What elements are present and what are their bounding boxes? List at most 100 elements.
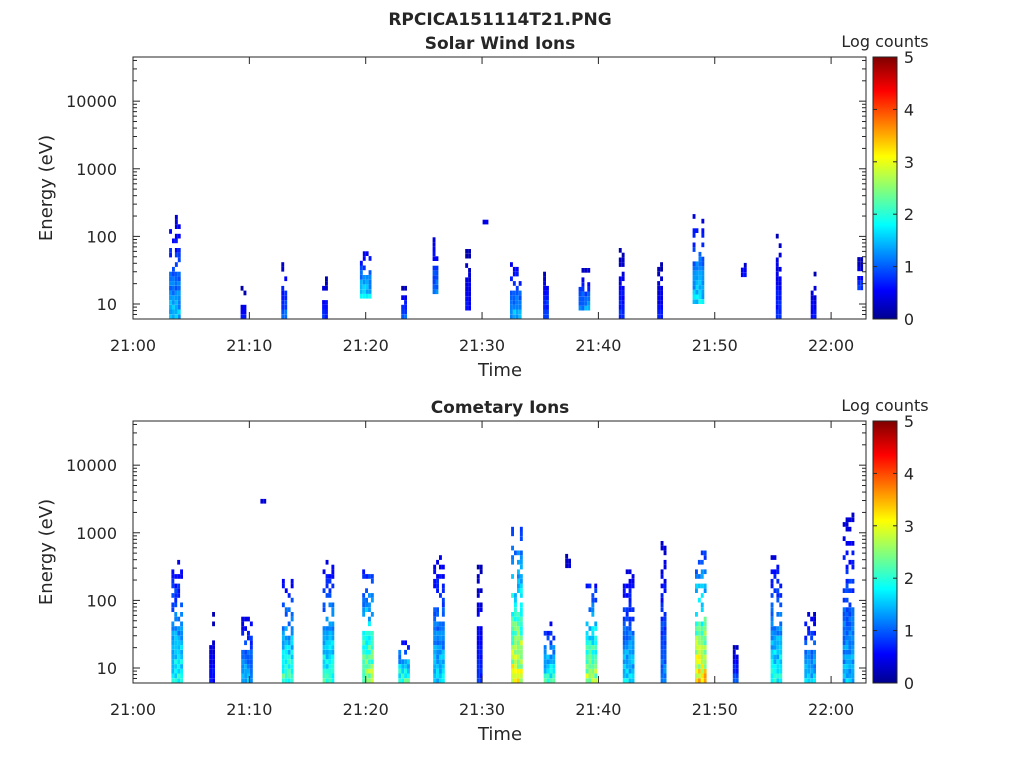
heatmap-cell (398, 678, 402, 683)
heatmap-cell (290, 673, 294, 679)
heatmap-cell (177, 233, 181, 239)
heatmap-cell (281, 630, 285, 636)
heatmap-cell (770, 630, 774, 636)
heatmap-cell (631, 678, 635, 683)
heatmap-cell (857, 257, 861, 262)
heatmap-cell (436, 612, 439, 617)
heatmap-cell (174, 668, 178, 674)
heatmap-cell (546, 295, 549, 300)
heatmap-cell (860, 285, 864, 291)
heatmap-cell (441, 588, 445, 593)
heatmap-cell (807, 654, 811, 660)
heatmap-cell (512, 290, 516, 296)
heatmap-cell (543, 276, 546, 282)
heatmap-cell (370, 597, 374, 603)
heatmap-cell (517, 621, 520, 627)
heatmap-cell (479, 649, 483, 655)
heatmap-cell (778, 290, 782, 296)
heatmap-cell (628, 664, 632, 669)
heatmap-cell (174, 616, 178, 622)
heatmap-cell (770, 635, 774, 641)
heatmap-cell (851, 626, 855, 631)
heatmap-cell (692, 247, 696, 252)
heatmap-cell (543, 281, 546, 286)
heatmap-cell (284, 304, 288, 310)
heatmap-cell (845, 649, 849, 655)
heatmap-cell (776, 668, 780, 674)
heatmap-cell (510, 304, 513, 310)
heatmap-cell (628, 659, 632, 664)
heatmap-cell (322, 635, 326, 641)
heatmap-cell (401, 309, 405, 315)
heatmap-cell (625, 630, 629, 636)
heatmap-cell (546, 664, 550, 669)
heatmap-cell (287, 635, 291, 641)
heatmap-cell (578, 305, 582, 311)
heatmap-cell (169, 285, 172, 291)
heatmap-cell (622, 635, 626, 641)
heatmap-cell (851, 541, 855, 546)
heatmap-cell (436, 578, 439, 584)
heatmap-cell (169, 248, 172, 253)
heatmap-cell (692, 299, 696, 304)
heatmap-cell (511, 630, 514, 636)
heatmap-cell (439, 630, 442, 636)
heatmap-cell (848, 659, 852, 664)
heatmap-cell (441, 612, 445, 617)
heatmap-cell (359, 293, 363, 299)
heatmap-cell (401, 285, 405, 291)
heatmap-cell (698, 285, 702, 290)
heatmap-cell (439, 664, 442, 669)
heatmap-cell (618, 248, 622, 253)
heatmap-cell (433, 578, 437, 584)
heatmap-cell (249, 640, 253, 646)
heatmap-cell (807, 673, 811, 679)
heatmap-cell (209, 649, 213, 655)
heatmap-cell (770, 678, 774, 683)
heatmap-cell (621, 257, 625, 263)
heatmap-cell (701, 299, 705, 304)
heatmap-cell (519, 664, 523, 669)
heatmap-cell (594, 664, 598, 669)
heatmap-cell (172, 285, 175, 291)
heatmap-cell (177, 276, 181, 282)
heatmap-cell (700, 593, 704, 598)
heatmap-cell (660, 569, 664, 575)
heatmap-cell (845, 588, 849, 593)
heatmap-cell (552, 635, 556, 641)
heatmap-cell (588, 645, 592, 650)
heatmap-cell (322, 654, 326, 660)
heatmap-cell (468, 249, 471, 254)
heatmap-cell (660, 295, 663, 300)
heatmap-cell (322, 630, 326, 636)
heatmap-cell (328, 659, 332, 664)
heatmap-cell (325, 281, 328, 286)
heatmap-cell (171, 645, 175, 650)
heatmap-cell (325, 574, 329, 579)
heatmap-cell (703, 649, 707, 655)
heatmap-cell (328, 649, 332, 655)
heatmap-cell (177, 593, 181, 598)
heatmap-cell (519, 588, 523, 593)
heatmap-cell (281, 654, 285, 660)
heatmap-cell (322, 640, 326, 646)
heatmap-cell (284, 626, 288, 631)
x-tick-label: 22:00 (808, 700, 854, 719)
heatmap-cell (618, 300, 622, 305)
x-tick-label: 21:10 (226, 336, 272, 355)
y-tick-label: 1000 (76, 524, 117, 543)
heatmap-cell (851, 664, 855, 669)
heatmap-cell (439, 621, 442, 627)
heatmap-cell (842, 659, 846, 664)
heatmap-cell (517, 649, 520, 655)
heatmap-cell (773, 678, 777, 683)
heatmap-cell (697, 574, 701, 579)
heatmap-cell (810, 654, 814, 660)
heatmap-cell (543, 649, 547, 655)
heatmap-cell (325, 616, 329, 622)
heatmap-cell (174, 612, 178, 617)
heatmap-cell (845, 607, 849, 612)
heatmap-cell (479, 588, 483, 593)
heatmap-cell (776, 640, 780, 646)
